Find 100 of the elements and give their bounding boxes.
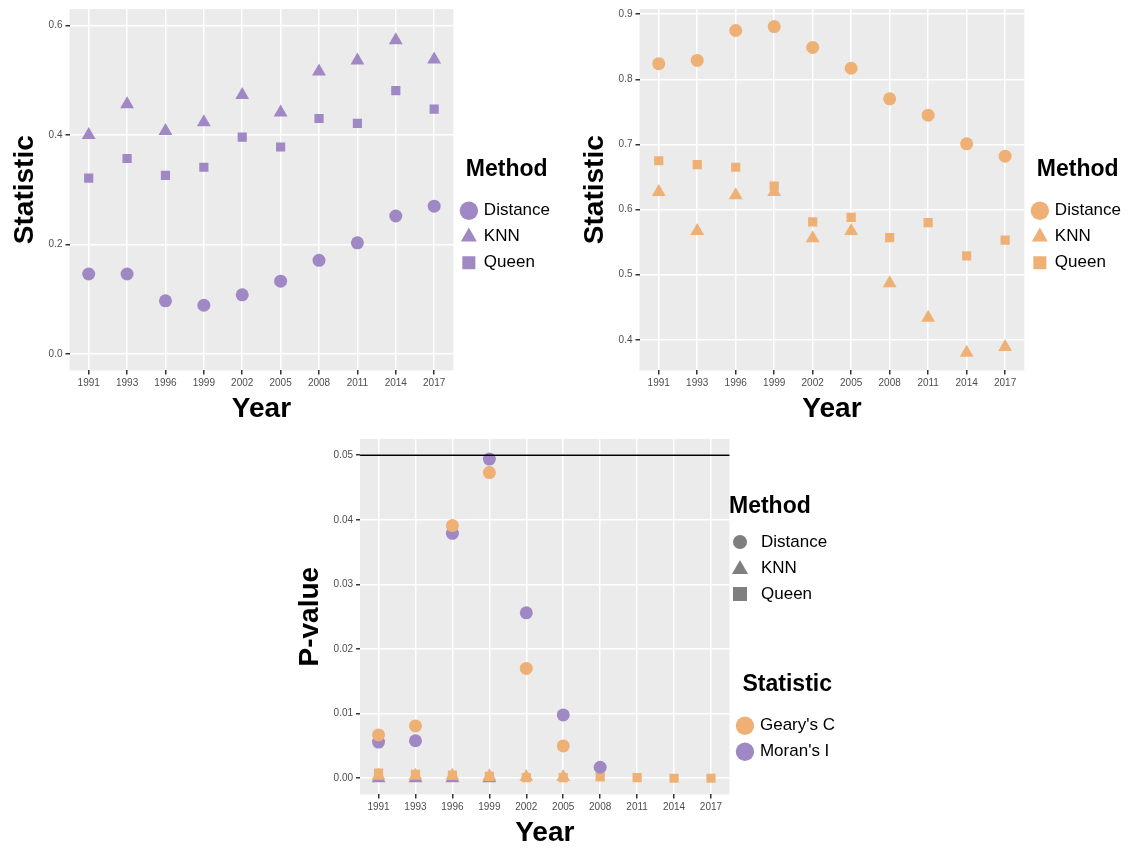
point	[731, 162, 741, 172]
point	[237, 132, 247, 142]
point	[595, 772, 605, 782]
point	[767, 20, 781, 34]
point	[408, 734, 422, 748]
x-tick-label: 2008	[589, 801, 612, 813]
point	[632, 773, 642, 783]
y-tick-label: 0.7	[618, 138, 633, 150]
legend-title: Method	[465, 154, 548, 181]
text: Distance	[761, 532, 828, 552]
point	[427, 199, 441, 213]
y-tick-label: 0.9	[618, 7, 633, 19]
point	[445, 519, 459, 533]
point	[314, 113, 324, 124]
point	[728, 187, 743, 200]
x-axis-title: Year	[515, 815, 575, 847]
point	[556, 768, 571, 781]
point	[959, 344, 974, 357]
point	[519, 768, 534, 781]
legend-label: KNN	[483, 226, 520, 246]
point	[352, 118, 362, 129]
point	[427, 51, 442, 64]
point	[844, 61, 858, 75]
point	[652, 57, 666, 71]
y-axis-title: P-value	[292, 566, 324, 667]
x-tick-label: 2014	[662, 801, 686, 813]
point	[312, 63, 326, 76]
x-tick-label: 1996	[154, 377, 178, 389]
x-tick-label: 2017	[993, 377, 1017, 389]
point	[921, 108, 935, 122]
y-tick-label: 0.0	[48, 347, 63, 359]
point	[882, 275, 897, 288]
x-tick-label: 1999	[763, 377, 786, 389]
x-tick-label: 1993	[686, 377, 709, 389]
y-tick-label: 0.01	[333, 707, 354, 719]
y-axis-title: Statistic	[577, 135, 609, 245]
point	[519, 606, 533, 620]
point	[1000, 235, 1010, 245]
point	[276, 142, 286, 152]
point	[706, 773, 716, 783]
x-tick-label: 1993	[115, 377, 139, 389]
point	[235, 86, 250, 99]
text: Queen	[761, 584, 813, 604]
x-tick-label: 1996	[441, 801, 464, 813]
legend-label: Moran's I	[759, 741, 830, 761]
legend-title: Method	[1036, 154, 1119, 181]
point	[519, 661, 533, 675]
x-tick-label: 2014	[955, 377, 979, 389]
x-tick-label: 1999	[192, 377, 216, 389]
x-tick-label: 1991	[367, 801, 391, 813]
point	[350, 236, 364, 250]
point	[160, 170, 171, 181]
x-tick-label: 1991	[647, 377, 671, 389]
point	[883, 92, 897, 106]
point	[885, 232, 895, 243]
legend-label: Queen	[483, 252, 535, 272]
y-tick-label: 0.02	[333, 642, 354, 654]
x-tick-label: 2011	[626, 801, 649, 813]
y-tick-label: 0.05	[333, 448, 354, 460]
point	[350, 52, 365, 65]
y-tick-label: 0.8	[618, 73, 633, 85]
point	[921, 309, 936, 322]
x-tick-label: 1993	[404, 801, 428, 813]
text: Statistic	[742, 669, 832, 696]
point	[388, 32, 403, 45]
x-tick-label: 2011	[917, 377, 940, 389]
x-tick-label: 2005	[552, 801, 575, 813]
point	[372, 728, 386, 742]
legend-label: Queen	[1054, 252, 1106, 272]
point	[669, 773, 679, 783]
y-tick-label: 0.6	[618, 203, 633, 215]
x-tick-label: 2008	[878, 377, 902, 389]
point	[692, 160, 702, 170]
x-tick-label: 2008	[307, 377, 331, 389]
point	[593, 760, 607, 774]
point	[960, 137, 974, 151]
point	[998, 338, 1013, 351]
x-tick-label: 1999	[478, 801, 501, 813]
point	[84, 173, 94, 183]
point	[429, 104, 439, 114]
point	[729, 23, 743, 37]
y-tick-label: 0.04	[333, 513, 354, 525]
x-axis-title: Year	[802, 391, 862, 423]
point	[196, 114, 211, 127]
y-tick-label: 0.5	[618, 268, 633, 280]
legend-label: Distance	[1054, 200, 1121, 220]
y-tick-label: 0.4	[48, 128, 63, 140]
x-tick-label: 2005	[269, 377, 293, 389]
point	[690, 53, 704, 67]
point	[389, 209, 403, 223]
y-tick-label: 0.03	[333, 578, 354, 590]
point	[158, 123, 173, 136]
y-tick-label: 0.2	[48, 238, 63, 250]
point	[846, 212, 856, 222]
x-tick-label: 2017	[699, 801, 723, 813]
point	[923, 217, 933, 228]
legend-label: Distance	[483, 200, 550, 220]
y-tick-label: 0.6	[48, 19, 63, 31]
x-tick-label: 2014	[384, 377, 408, 389]
x-tick-label: 2011	[346, 377, 369, 389]
